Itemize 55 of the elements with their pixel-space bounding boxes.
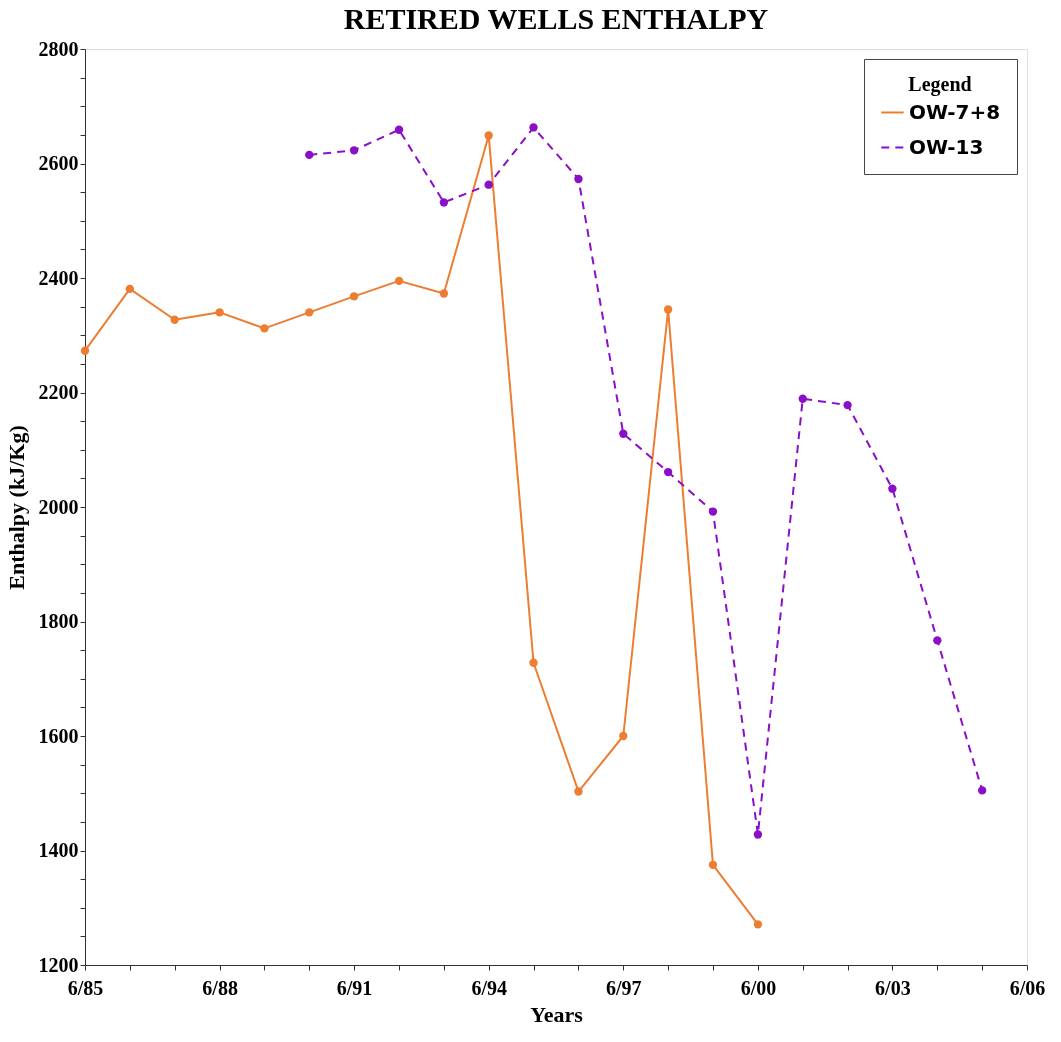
y-tick-label: 1600	[38, 724, 79, 747]
x-tick-label: 6/88	[202, 976, 238, 999]
point	[888, 484, 897, 493]
point	[215, 308, 224, 317]
point	[394, 125, 404, 134]
point	[663, 467, 673, 477]
point	[574, 174, 583, 184]
point	[80, 346, 90, 355]
point	[349, 146, 359, 155]
point	[394, 276, 404, 286]
legend-label: OW-7+8	[909, 99, 1001, 124]
y-tick-label: 1800	[38, 610, 79, 632]
legend-title: Legend	[908, 73, 972, 96]
y-tick-label: 2400	[38, 266, 79, 289]
point	[439, 289, 449, 298]
legend-label: OW-13	[909, 134, 984, 159]
point	[305, 150, 314, 160]
point	[977, 786, 987, 795]
x-tick-label: 6/91	[336, 976, 373, 999]
point	[708, 507, 718, 516]
point	[484, 180, 493, 189]
y-axis-title: Enthalpy (kJ/Kg)	[3, 425, 29, 590]
y-tick-label: 2200	[38, 381, 79, 403]
x-tick-label: 6/97	[606, 976, 642, 999]
point	[933, 636, 942, 645]
point	[753, 920, 763, 929]
point	[484, 131, 493, 140]
x-tick-label: 6/06	[1009, 976, 1046, 999]
y-tick-label: 2800	[38, 37, 79, 60]
x-tick-label: 6/94	[471, 976, 507, 999]
chart-title: RETIRED WELLS ENTHALPY	[343, 2, 769, 35]
point	[125, 284, 135, 294]
point	[439, 198, 449, 207]
point	[753, 830, 763, 839]
point	[619, 429, 628, 438]
point	[529, 123, 538, 132]
point	[843, 400, 852, 410]
point	[349, 292, 359, 301]
x-tick-label: 6/03	[875, 976, 911, 999]
y-tick-label: 2600	[38, 152, 79, 174]
point	[708, 860, 718, 869]
point	[305, 308, 314, 317]
x-tick-label: 6/00	[740, 976, 777, 999]
point	[170, 315, 179, 324]
point	[529, 658, 538, 667]
y-tick-label: 2000	[38, 495, 79, 518]
point	[619, 731, 628, 741]
y-tick-label: 1200	[38, 953, 79, 976]
x-axis-title: Years	[530, 1001, 584, 1027]
point	[798, 394, 807, 403]
point	[574, 787, 583, 796]
y-tick-label: 1400	[38, 839, 79, 861]
x-tick-label: 6/85	[67, 976, 104, 999]
point	[260, 324, 269, 333]
point	[663, 305, 673, 314]
